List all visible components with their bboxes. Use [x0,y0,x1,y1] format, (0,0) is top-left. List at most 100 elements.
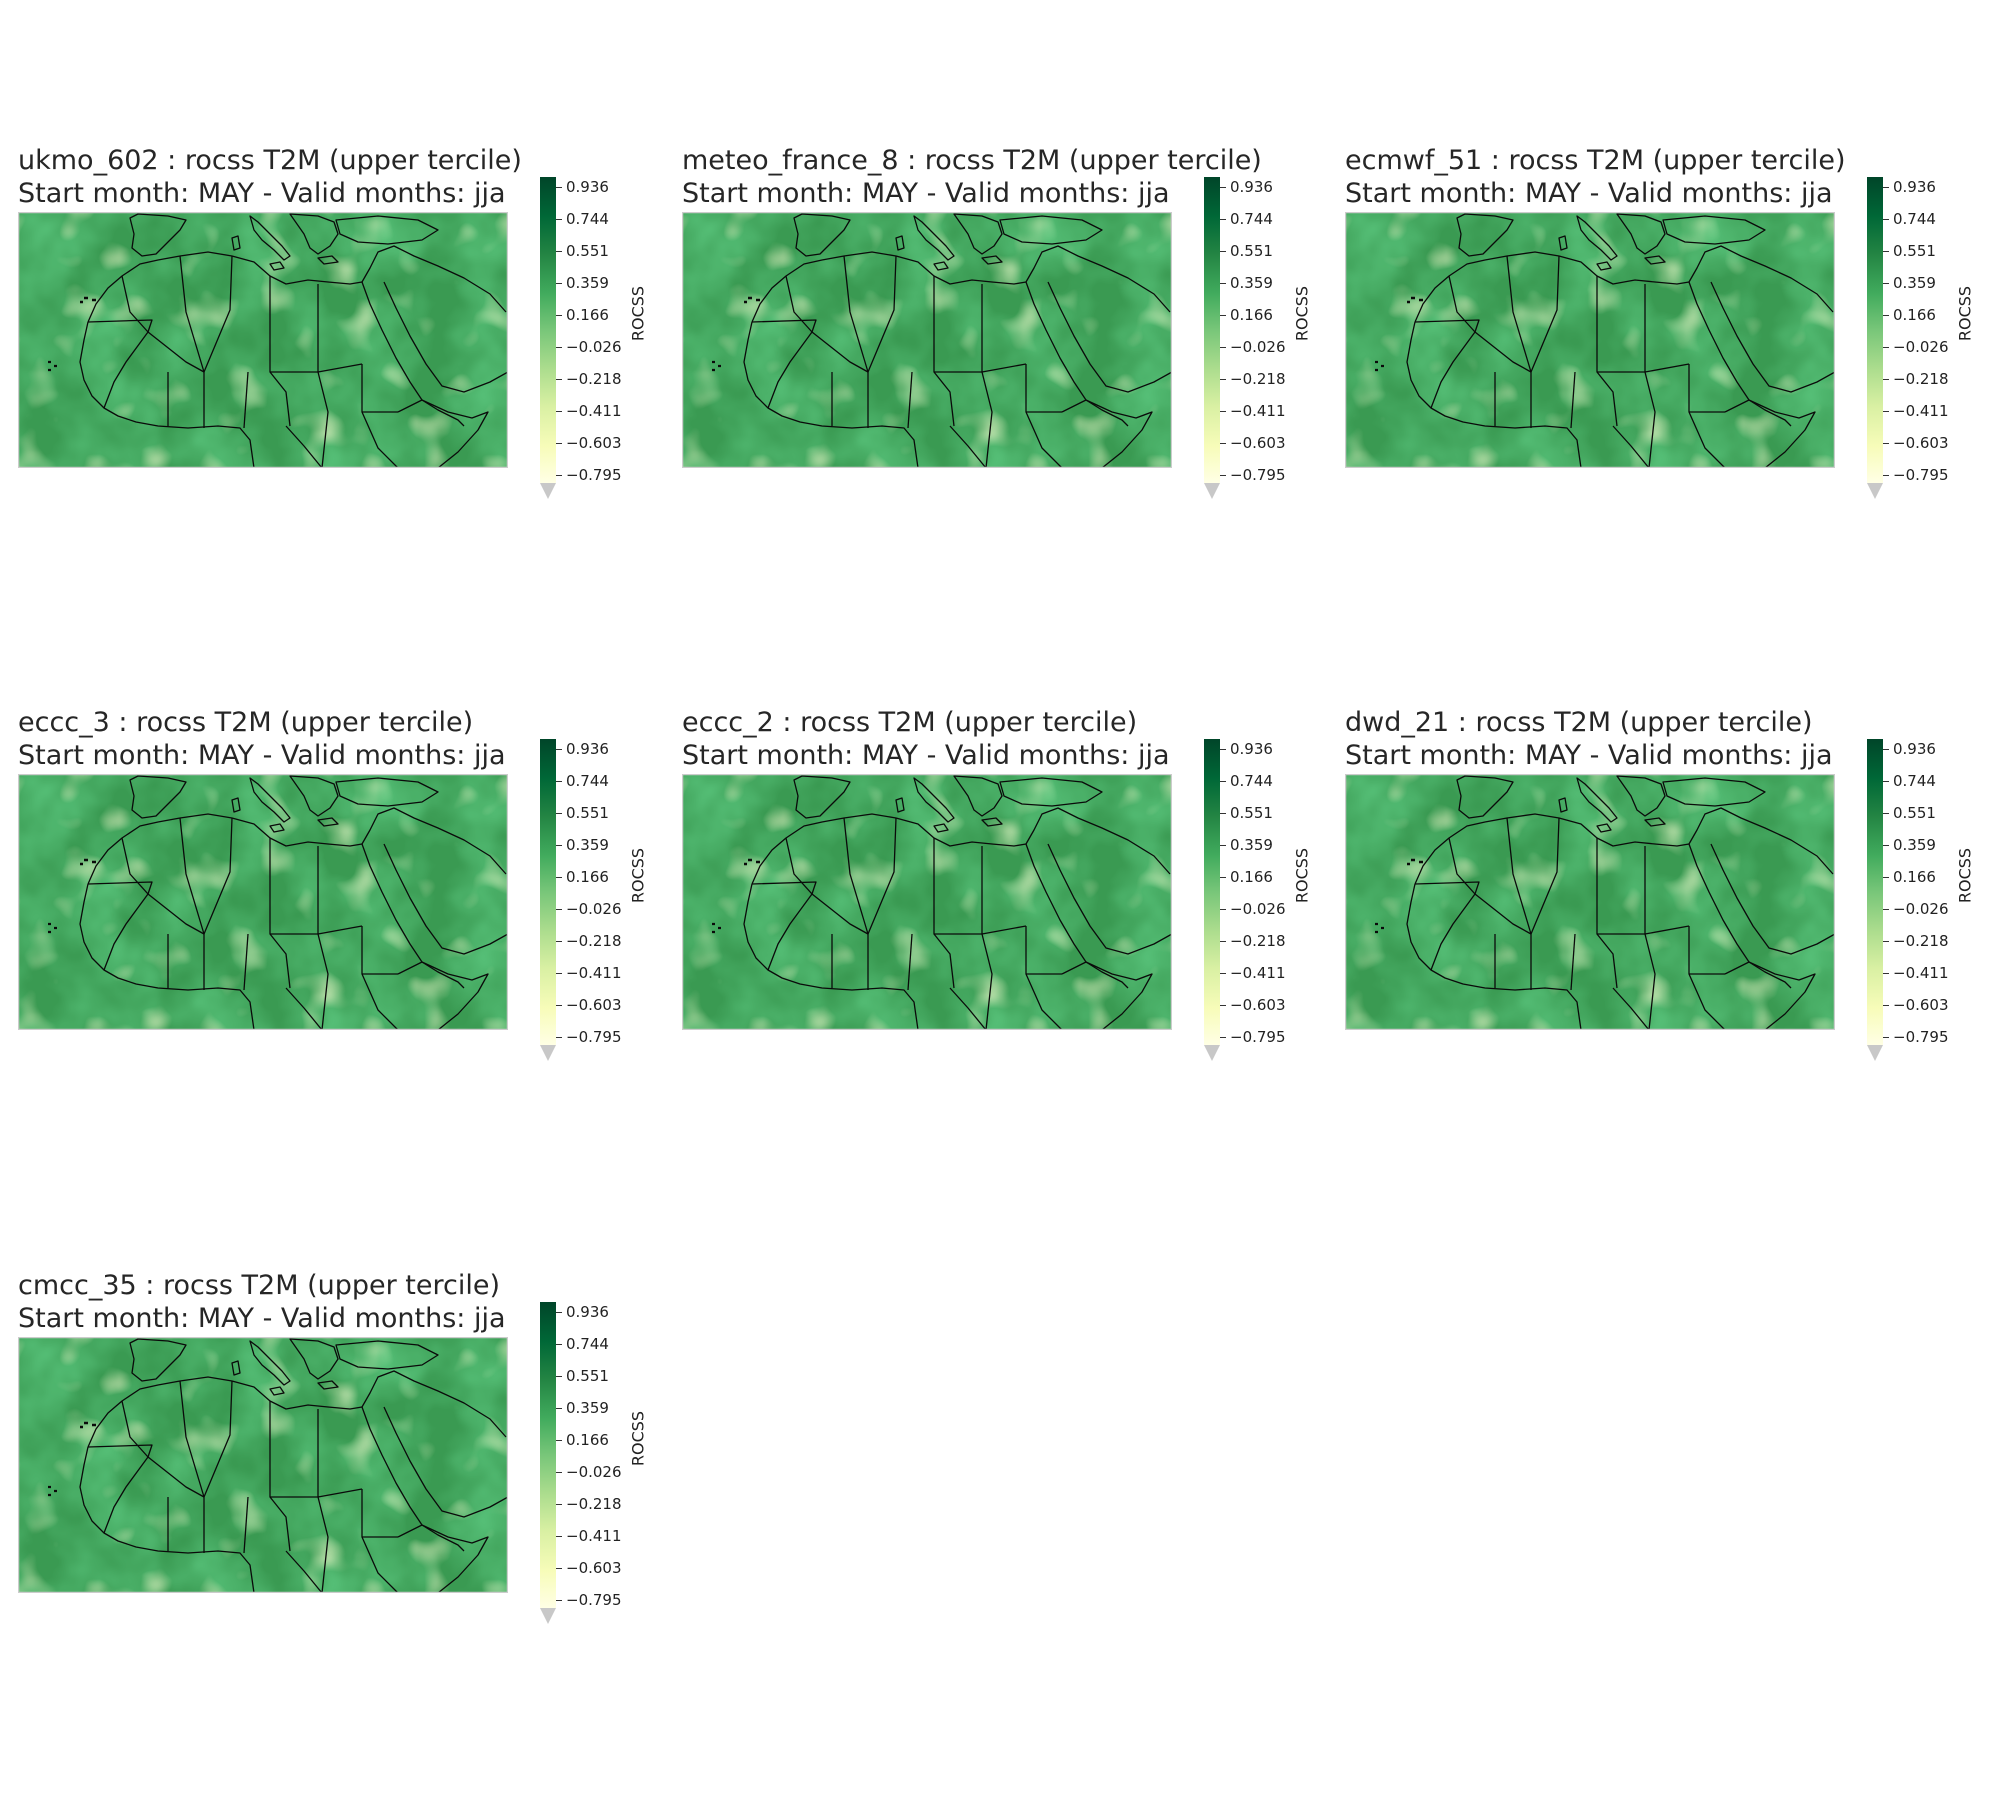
colorbar-tick-label: 0.936 [1883,179,1936,195]
panel-subtitle-line: Start month: MAY - Valid months: jja [682,178,1170,209]
colorbar-ticks: 0.936 0.744 0.551 0.359 0.166 −0.026 −0.218 −0.… [1220,739,1290,1061]
colorbar-tick-label: −0.795 [556,467,622,483]
colorbar-tick-label: −0.411 [1883,965,1949,981]
colorbar-tick-label: −0.411 [556,403,622,419]
panel-title-line: dwd_21 : rocss T2M (upper tercile) [1345,707,1813,738]
colorbar-tick-label: 0.936 [1220,179,1273,195]
panel-title-line: meteo_france_8 : rocss T2M (upper tercil… [682,145,1262,176]
map-panel-eccc_2: eccc_2 : rocss T2M (upper tercile) Start … [682,706,1332,1146]
colorbar-tick-label: 0.551 [1883,805,1936,821]
colorbar-tick-label: 0.166 [556,869,609,885]
map-skill-field-light [18,774,508,1030]
panel-title: ecmwf_51 : rocss T2M (upper tercile) Star… [1345,144,1846,210]
colorbar-tick-label: −0.411 [556,965,622,981]
colorbar-tick-label: −0.026 [556,339,622,355]
panel-title: eccc_3 : rocss T2M (upper tercile) Start … [18,706,506,772]
colorbar-tick-label: 0.936 [1220,741,1273,757]
colorbar-tick-label: −0.026 [1883,339,1949,355]
colorbar-label: ROCSS [628,1410,648,1467]
colorbar-tick-label: −0.795 [1220,467,1286,483]
colorbar-tick-label: 0.744 [1883,211,1936,227]
colorbar-label: ROCSS [628,285,648,342]
map-frame [18,774,508,1030]
colorbar-tick-label: −0.603 [1220,997,1286,1013]
colorbar-tick-label: −0.603 [1883,997,1949,1013]
colorbar-gradient [1867,177,1883,483]
colorbar-tick-label: −0.603 [556,1560,622,1576]
colorbar-tick-label: 0.936 [1883,741,1936,757]
map-skill-field-light [1345,212,1835,468]
rocss-map [1345,774,1835,1030]
rocss-map [682,774,1172,1030]
panel-title-line: ukmo_602 : rocss T2M (upper tercile) [18,145,522,176]
colorbar-tick-label: −0.795 [1220,1029,1286,1045]
rocss-map [18,1337,508,1593]
colorbar-tick-label: −0.026 [1220,901,1286,917]
colorbar-tick-label: 0.936 [556,1304,609,1320]
colorbar-tick-label: −0.218 [1220,371,1286,387]
colorbar-tick-label: 0.744 [1883,773,1936,789]
colorbar [540,1302,556,1624]
map-frame [18,212,508,468]
colorbar-tick-label: 0.166 [556,1432,609,1448]
map-panel-cmcc_35: cmcc_35 : rocss T2M (upper tercile) Start… [18,1269,668,1709]
colorbar-tick-label: 0.166 [1883,307,1936,323]
colorbar-label: ROCSS [1292,847,1312,904]
colorbar-tick-label: 0.551 [556,243,609,259]
colorbar-extend-arrow [540,483,556,499]
colorbar-tick-label: 0.166 [1883,869,1936,885]
map-panel-meteo_france_8: meteo_france_8 : rocss T2M (upper tercil… [682,144,1332,584]
rocss-map [1345,212,1835,468]
colorbar-tick-label: −0.026 [1883,901,1949,917]
colorbar-gradient [1867,739,1883,1045]
colorbar-tick-label: 0.166 [1220,307,1273,323]
colorbar [1204,739,1220,1061]
colorbar-tick-label: −0.218 [1883,933,1949,949]
colorbar-tick-label: −0.411 [1220,965,1286,981]
map-skill-field-light [682,774,1172,1030]
map-panel-ecmwf_51: ecmwf_51 : rocss T2M (upper tercile) Star… [1345,144,1995,584]
map-frame [1345,212,1835,468]
panel-subtitle-line: Start month: MAY - Valid months: jja [18,178,506,209]
colorbar-ticks: 0.936 0.744 0.551 0.359 0.166 −0.026 −0.218 −0.… [556,1302,626,1624]
colorbar [1204,177,1220,499]
panel-subtitle-line: Start month: MAY - Valid months: jja [1345,178,1833,209]
panel-title: eccc_2 : rocss T2M (upper tercile) Start … [682,706,1170,772]
colorbar [540,177,556,499]
colorbar-tick-label: −0.026 [556,901,622,917]
map-skill-field-light [682,212,1172,468]
colorbar-tick-label: 0.744 [1220,211,1273,227]
colorbar-tick-label: −0.795 [556,1029,622,1045]
colorbar-tick-label: −0.026 [556,1464,622,1480]
colorbar-extend-arrow [1867,483,1883,499]
colorbar-tick-label: 0.936 [556,179,609,195]
map-panel-ukmo_602: ukmo_602 : rocss T2M (upper tercile) Star… [18,144,668,584]
colorbar-extend-arrow [1867,1045,1883,1061]
panel-subtitle-line: Start month: MAY - Valid months: jja [18,740,506,771]
colorbar [1867,177,1883,499]
colorbar-tick-label: 0.936 [556,741,609,757]
colorbar-gradient [540,1302,556,1608]
colorbar-tick-label: 0.551 [1883,243,1936,259]
colorbar-tick-label: −0.218 [556,1496,622,1512]
colorbar-label: ROCSS [628,847,648,904]
colorbar-gradient [1204,739,1220,1045]
colorbar-tick-label: −0.603 [556,997,622,1013]
colorbar-tick-label: −0.218 [556,933,622,949]
colorbar-label: ROCSS [1955,847,1975,904]
colorbar-ticks: 0.936 0.744 0.551 0.359 0.166 −0.026 −0.218 −0.… [556,739,626,1061]
colorbar-tick-label: −0.218 [1883,371,1949,387]
colorbar-tick-label: 0.166 [1220,869,1273,885]
rocss-map [18,774,508,1030]
colorbar-label: ROCSS [1292,285,1312,342]
panel-title-line: eccc_3 : rocss T2M (upper tercile) [18,707,474,738]
colorbar-tick-label: 0.359 [1883,837,1936,853]
panel-title: meteo_france_8 : rocss T2M (upper tercil… [682,144,1262,210]
colorbar-tick-label: 0.744 [1220,773,1273,789]
colorbar [1867,739,1883,1061]
colorbar-tick-label: 0.744 [556,773,609,789]
colorbar-tick-label: 0.551 [1220,805,1273,821]
colorbar-tick-label: 0.551 [556,805,609,821]
colorbar-tick-label: −0.603 [1220,435,1286,451]
colorbar-tick-label: −0.411 [1883,403,1949,419]
